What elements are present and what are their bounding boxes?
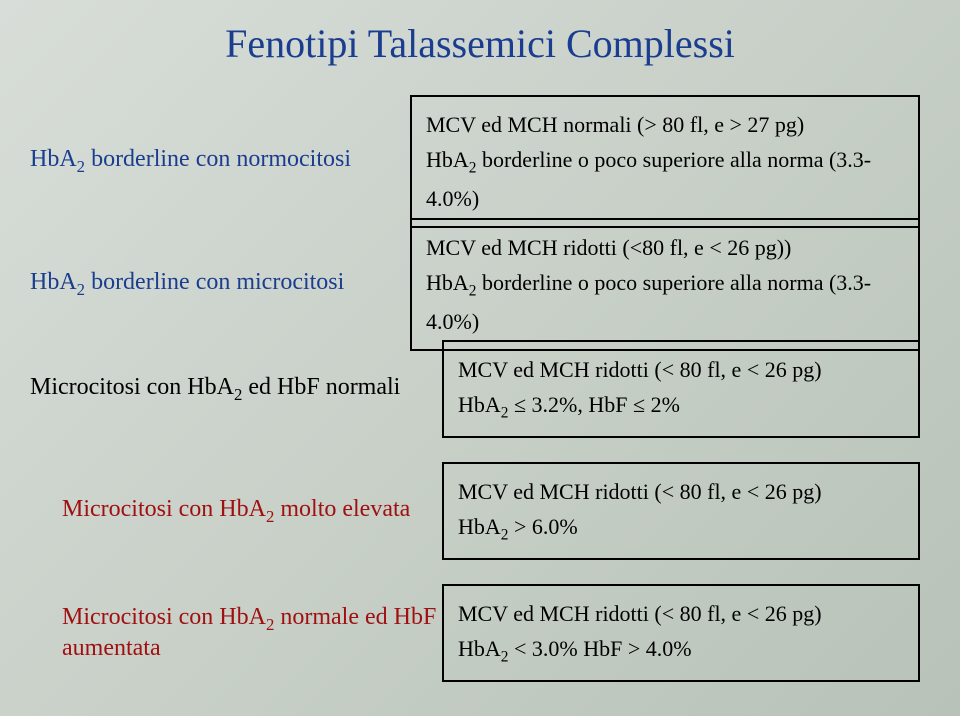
box-hbf-normali: MCV ed MCH ridotti (< 80 fl, e < 26 pg) …: [442, 340, 920, 438]
box-line: MCV ed MCH normali (> 80 fl, e > 27 pg): [426, 107, 904, 142]
label-microcitosi: HbA2 borderline con microcitosi: [30, 269, 410, 300]
box-molto-elevata: MCV ed MCH ridotti (< 80 fl, e < 26 pg) …: [442, 462, 920, 560]
row-hbf-normali: Microcitosi con HbA2 ed HbF normali MCV …: [30, 340, 930, 438]
row-hbf-aumentata: Microcitosi con HbA2 normale ed HbF aume…: [30, 584, 930, 682]
box-normocitosi: MCV ed MCH normali (> 80 fl, e > 27 pg) …: [410, 95, 920, 228]
label-hbf-normali: Microcitosi con HbA2 ed HbF normali: [30, 374, 442, 405]
slide-title: Fenotipi Talassemici Complessi: [0, 20, 960, 67]
row-molto-elevata: Microcitosi con HbA2 molto elevata MCV e…: [30, 462, 930, 560]
label-hbf-aumentata: Microcitosi con HbA2 normale ed HbF aume…: [30, 604, 442, 662]
box-line: HbA2 < 3.0% HbF > 4.0%: [458, 631, 904, 670]
box-line: MCV ed MCH ridotti (< 80 fl, e < 26 pg): [458, 474, 904, 509]
box-line: HbA2 ≤ 3.2%, HbF ≤ 2%: [458, 387, 904, 426]
row-microcitosi: HbA2 borderline con microcitosi MCV ed M…: [30, 218, 930, 351]
box-line: MCV ed MCH ridotti (< 80 fl, e < 26 pg): [458, 596, 904, 631]
box-line: MCV ed MCH ridotti (<80 fl, e < 26 pg)): [426, 230, 904, 265]
label-normocitosi: HbA2 borderline con normocitosi: [30, 146, 410, 177]
row-normocitosi: HbA2 borderline con normocitosi MCV ed M…: [30, 95, 930, 228]
box-microcitosi: MCV ed MCH ridotti (<80 fl, e < 26 pg)) …: [410, 218, 920, 351]
box-line: HbA2 borderline o poco superiore alla no…: [426, 265, 904, 339]
box-line: HbA2 borderline o poco superiore alla no…: [426, 142, 904, 216]
box-line: MCV ed MCH ridotti (< 80 fl, e < 26 pg): [458, 352, 904, 387]
box-line: HbA2 > 6.0%: [458, 509, 904, 548]
label-molto-elevata: Microcitosi con HbA2 molto elevata: [30, 496, 442, 527]
box-hbf-aumentata: MCV ed MCH ridotti (< 80 fl, e < 26 pg) …: [442, 584, 920, 682]
